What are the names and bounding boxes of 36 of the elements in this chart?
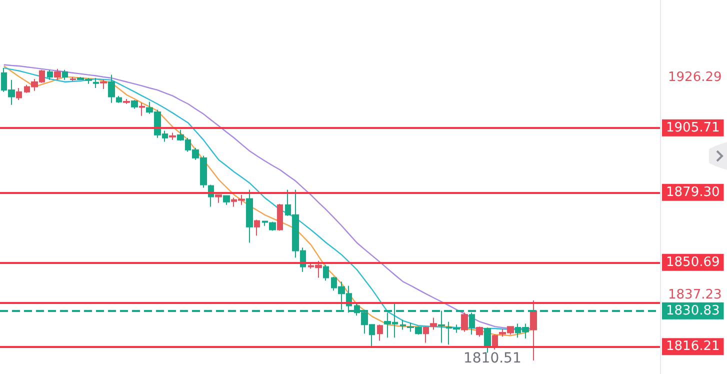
ref-line-label: 1830.83 <box>666 303 720 318</box>
annotation: 1810.51 <box>463 350 522 367</box>
candlestick <box>116 95 122 104</box>
candlestick <box>223 195 230 206</box>
candlestick <box>131 99 138 110</box>
candlestick <box>484 327 491 354</box>
candlestick <box>430 317 437 330</box>
candlestick <box>139 102 145 116</box>
candlestick <box>323 264 329 282</box>
candlestick <box>16 88 22 100</box>
candlestick <box>461 312 468 332</box>
candlestick <box>100 79 107 90</box>
candlestick <box>108 74 115 104</box>
candlestick <box>62 69 68 80</box>
candlestick <box>476 326 483 338</box>
candlestick <box>123 98 130 104</box>
candlestick <box>70 76 76 82</box>
candlestick <box>54 68 61 80</box>
candlestick <box>169 132 176 140</box>
candlestick <box>423 326 429 344</box>
y-tick-label: 1837.23 <box>668 288 722 303</box>
candlestick <box>93 77 99 88</box>
candlestick <box>47 69 53 80</box>
candlestick <box>530 300 537 362</box>
ref-line-label: 1879.30 <box>666 184 720 200</box>
ref-line-label: 1905.71 <box>666 120 720 136</box>
candlestick <box>492 334 498 350</box>
candlestick <box>254 219 260 236</box>
candlestick <box>400 319 406 330</box>
ref-line-label: 1850.69 <box>666 254 720 270</box>
ref-line-label: 1816.21 <box>666 339 720 354</box>
candlestick <box>277 203 283 232</box>
y-tick-label: 1926.29 <box>668 70 722 86</box>
candlestick <box>215 194 222 204</box>
candlestick <box>377 324 383 342</box>
candlestick <box>246 189 253 244</box>
